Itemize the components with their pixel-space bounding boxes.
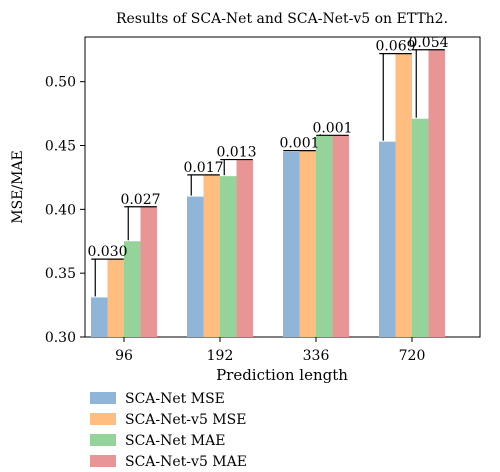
chart-title: Results of SCA-Net and SCA-Net-v5 on ETT…	[116, 11, 448, 27]
difference-annotation: 0.030	[87, 244, 128, 297]
difference-annotation: 0.069	[375, 39, 416, 141]
x-axis: 96 192 336 720	[115, 337, 425, 364]
legend-item: SCA-Net-v5 MSE	[90, 412, 246, 428]
y-tick-label: 0.35	[45, 266, 76, 282]
x-tick-label: 336	[303, 348, 330, 364]
annotation-label: 0.013	[216, 145, 256, 161]
legend-label: SCA-Net MSE	[125, 391, 225, 407]
annotation-label: 0.069	[375, 39, 415, 55]
y-tick-label: 0.50	[45, 75, 76, 91]
legend-item: SCA-Net MSE	[90, 391, 225, 407]
x-tick-label: 192	[207, 348, 234, 364]
legend: SCA-Net MSE SCA-Net-v5 MSE SCA-Net MAE SCA-…	[90, 391, 247, 470]
bar-sca-net-v5-mse-720	[395, 53, 412, 338]
annotation-label: 0.054	[408, 35, 448, 51]
y-axis-label: MSE/MAE	[10, 150, 26, 224]
bar-sca-net-mae-336	[316, 135, 333, 337]
bar-sca-net-v5-mae-96	[140, 206, 157, 337]
legend-label: SCA-Net-v5 MAE	[125, 454, 247, 470]
plot-area	[84, 36, 481, 338]
bar-sca-net-mae-192	[220, 176, 237, 337]
y-tick-label: 0.40	[45, 202, 76, 218]
y-tick-label: 0.45	[45, 139, 76, 155]
x-axis-label: Prediction length	[216, 366, 348, 384]
difference-annotation: 0.017	[183, 160, 224, 196]
annotation-label: 0.001	[312, 120, 352, 136]
difference-annotation: 0.054	[408, 35, 449, 118]
bar-sca-net-mse-336	[283, 151, 300, 337]
bar-sca-net-mae-96	[124, 241, 141, 337]
difference-annotation: 0.013	[216, 145, 257, 176]
annotation-label: 0.017	[183, 160, 223, 176]
bar-sca-net-mse-96	[91, 297, 108, 337]
bar-sca-net-mse-192	[187, 196, 204, 337]
legend-item: SCA-Net-v5 MAE	[90, 454, 247, 470]
bar-sca-net-v5-mae-720	[428, 49, 445, 337]
legend-swatch	[90, 434, 116, 446]
y-axis: 0.30 0.35 0.40 0.45 0.50	[45, 75, 85, 346]
difference-annotation: 0.001	[279, 136, 319, 152]
bar-sca-net-v5-mae-336	[332, 135, 349, 337]
bar-sca-net-v5-mse-96	[107, 259, 124, 337]
bar-sca-net-v5-mse-336	[299, 150, 316, 337]
legend-label: SCA-Net MAE	[125, 433, 225, 449]
legend-label: SCA-Net-v5 MSE	[125, 412, 246, 428]
bar-sca-net-mse-720	[379, 141, 396, 337]
difference-annotation: 0.001	[312, 120, 352, 136]
x-tick-label: 720	[399, 348, 426, 364]
legend-swatch	[90, 455, 116, 467]
y-tick-label: 0.30	[45, 330, 76, 346]
bar-sca-net-mae-720	[412, 118, 429, 338]
bar-sca-net-v5-mae-192	[236, 159, 253, 337]
annotation-label: 0.027	[120, 192, 160, 208]
legend-swatch	[90, 392, 116, 404]
legend-swatch	[90, 413, 116, 425]
x-tick-label: 96	[115, 348, 133, 364]
legend-item: SCA-Net MAE	[90, 433, 225, 449]
annotation-label: 0.030	[87, 244, 127, 260]
difference-annotation: 0.027	[120, 192, 161, 241]
annotation-label: 0.001	[279, 136, 319, 152]
bar-sca-net-v5-mse-192	[203, 174, 220, 337]
bars-group	[91, 49, 445, 338]
